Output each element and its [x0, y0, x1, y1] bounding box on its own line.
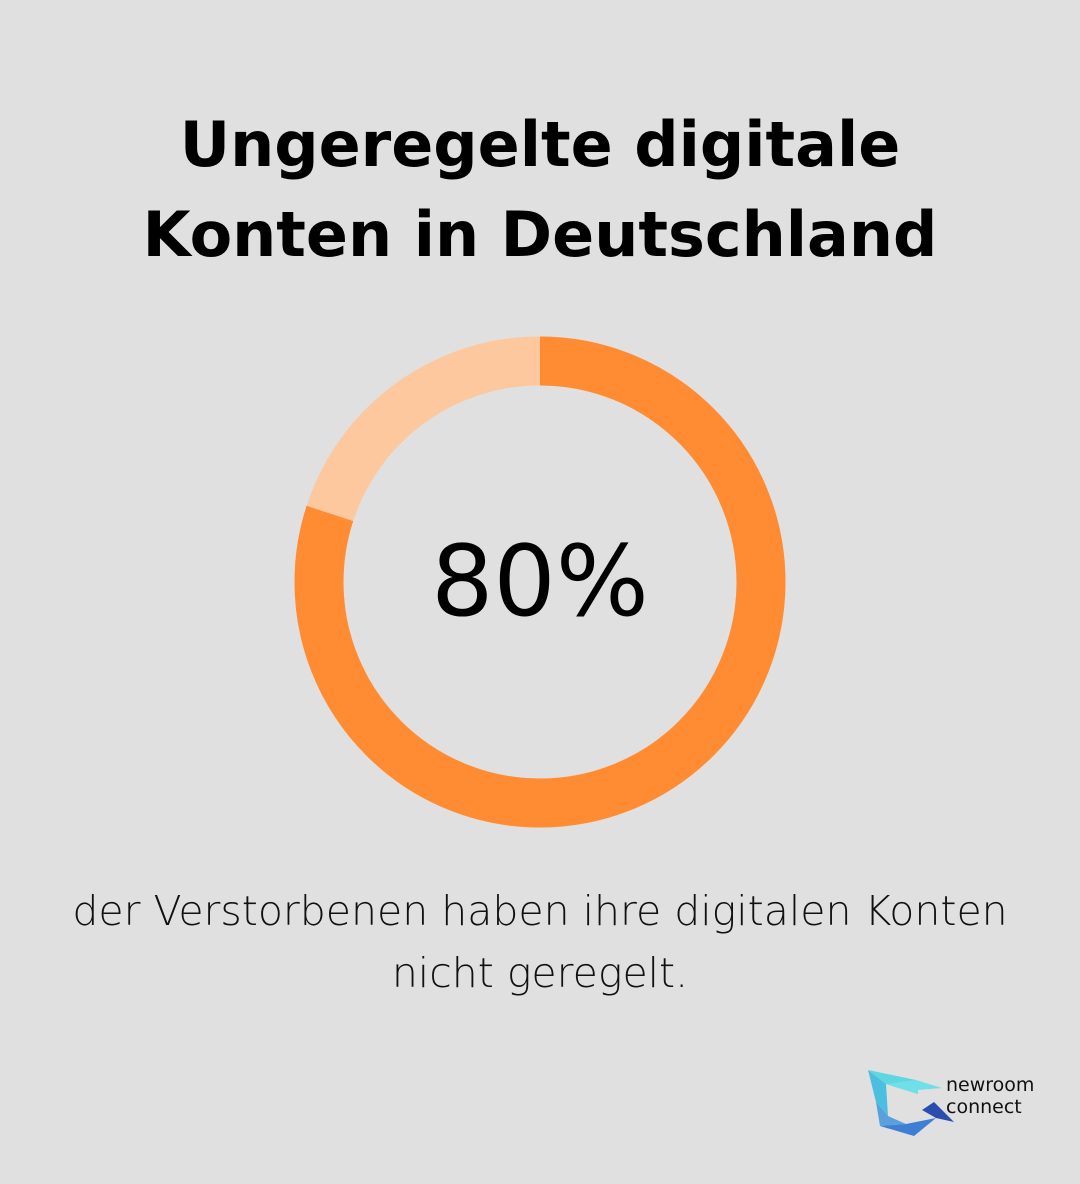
caption-line-1: der Verstorbenen haben ihre digitalen Ko… — [72, 887, 1008, 935]
title-line-1: Ungeregelte digitale — [179, 108, 901, 181]
donut-segment-80 — [294, 336, 786, 828]
center-value: 80% — [431, 525, 649, 639]
newroom-connect-logo-icon — [868, 1070, 954, 1136]
logo-line-1: newroom — [946, 1074, 1035, 1096]
donut-chart — [294, 336, 786, 828]
chart-title: Ungeregelte digitale Konten in Deutschla… — [0, 100, 1080, 280]
caption: der Verstorbenen haben ihre digitalen Ko… — [20, 880, 1060, 1004]
caption-line-2: nicht geregelt. — [391, 949, 689, 997]
logo-text: newroom connect — [946, 1074, 1034, 1118]
title-line-2: Konten in Deutschland — [142, 198, 938, 271]
logo-line-2: connect — [946, 1096, 1022, 1118]
